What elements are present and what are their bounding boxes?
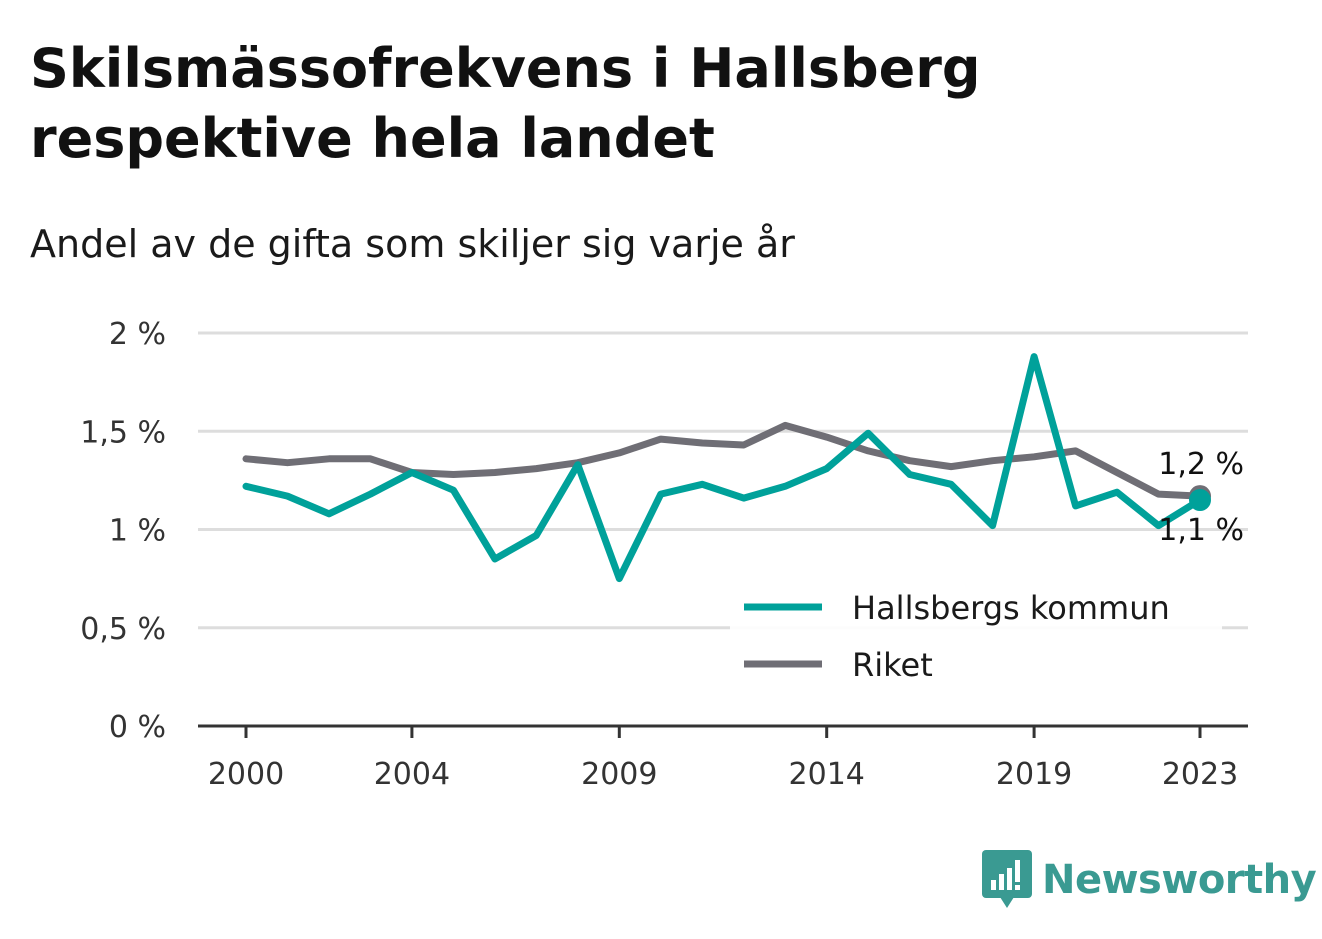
y-axis-ticks: 0 % 0,5 % 1 % 1,5 % 2 % (80, 317, 166, 745)
chart-subtitle: Andel av de gifta som skiljer sig varje … (30, 222, 795, 266)
x-tick-label: 2014 (789, 757, 865, 792)
y-tick-label: 2 % (109, 317, 166, 352)
end-label-riket: 1,2 % (1158, 447, 1244, 482)
y-tick-label: 0 % (109, 710, 166, 745)
series-lines (242, 353, 1211, 583)
series-line-riket (242, 421, 1204, 500)
newsworthy-logo: Newsworthy (982, 850, 1317, 910)
legend-background (730, 580, 1222, 692)
x-tick-label: 2004 (374, 757, 450, 792)
y-tick-label: 1 % (109, 514, 166, 549)
series-line-hallsberg (242, 353, 1204, 583)
bar-chart-speech-bubble-icon (982, 850, 1032, 908)
y-tick-label: 0,5 % (80, 612, 166, 647)
logo-text: Newsworthy (1042, 857, 1317, 903)
end-labels: 1,2 % 1,1 % (1158, 447, 1244, 548)
legend-item-riket-label: Riket (852, 646, 933, 684)
end-point-hallsberg (1189, 489, 1211, 512)
end-label-hallsberg: 1,1 % (1158, 513, 1244, 548)
x-tick-label: 2009 (581, 757, 657, 792)
y-tick-label: 1,5 % (80, 415, 166, 450)
x-tick-label: 2023 (1162, 757, 1238, 792)
x-tick-label: 2019 (996, 757, 1072, 792)
legend-item-hallsberg-label: Hallsbergs kommun (852, 589, 1170, 627)
legend: Hallsbergs kommun Riket (730, 580, 1222, 692)
x-tick-label: 2000 (208, 757, 284, 792)
chart-title: Skilsmässofrekvens i Hallsberg respektiv… (30, 37, 981, 170)
x-axis-ticks: 2000 2004 2009 2014 2019 2023 (208, 726, 1238, 792)
